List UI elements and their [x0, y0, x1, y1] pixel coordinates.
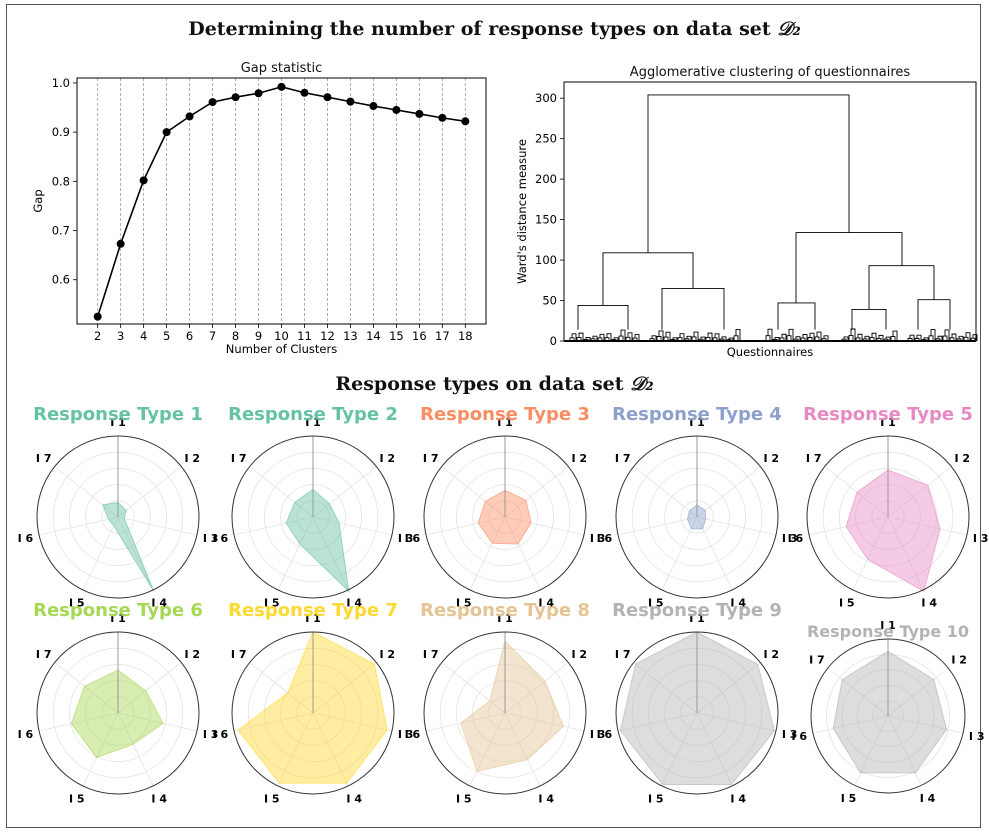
radar-title: Response Type 3	[420, 404, 590, 425]
main-title-text: Determining the number of response types…	[188, 18, 771, 40]
radar-title: Response Type 7	[228, 600, 398, 621]
radar-title: Response Type 9	[612, 600, 782, 621]
radar-title: Response Type 6	[33, 600, 203, 621]
radar-title: Response Type 1	[33, 404, 203, 425]
sub-title-math: 𝒟₂	[630, 373, 654, 395]
sub-title-text: Response types on data set	[335, 373, 624, 395]
radar-title: Response Type 8	[420, 600, 590, 621]
figure-frame	[6, 4, 981, 828]
radar-title: Response Type 10	[806, 622, 970, 641]
radar-title: Response Type 2	[228, 404, 398, 425]
radar-title: Response Type 4	[612, 404, 782, 425]
main-title-math: 𝒟₂	[777, 18, 801, 40]
radar-title: Response Type 5	[803, 404, 973, 425]
sub-title: Response types on data set 𝒟₂	[0, 373, 989, 395]
main-title: Determining the number of response types…	[0, 18, 989, 40]
